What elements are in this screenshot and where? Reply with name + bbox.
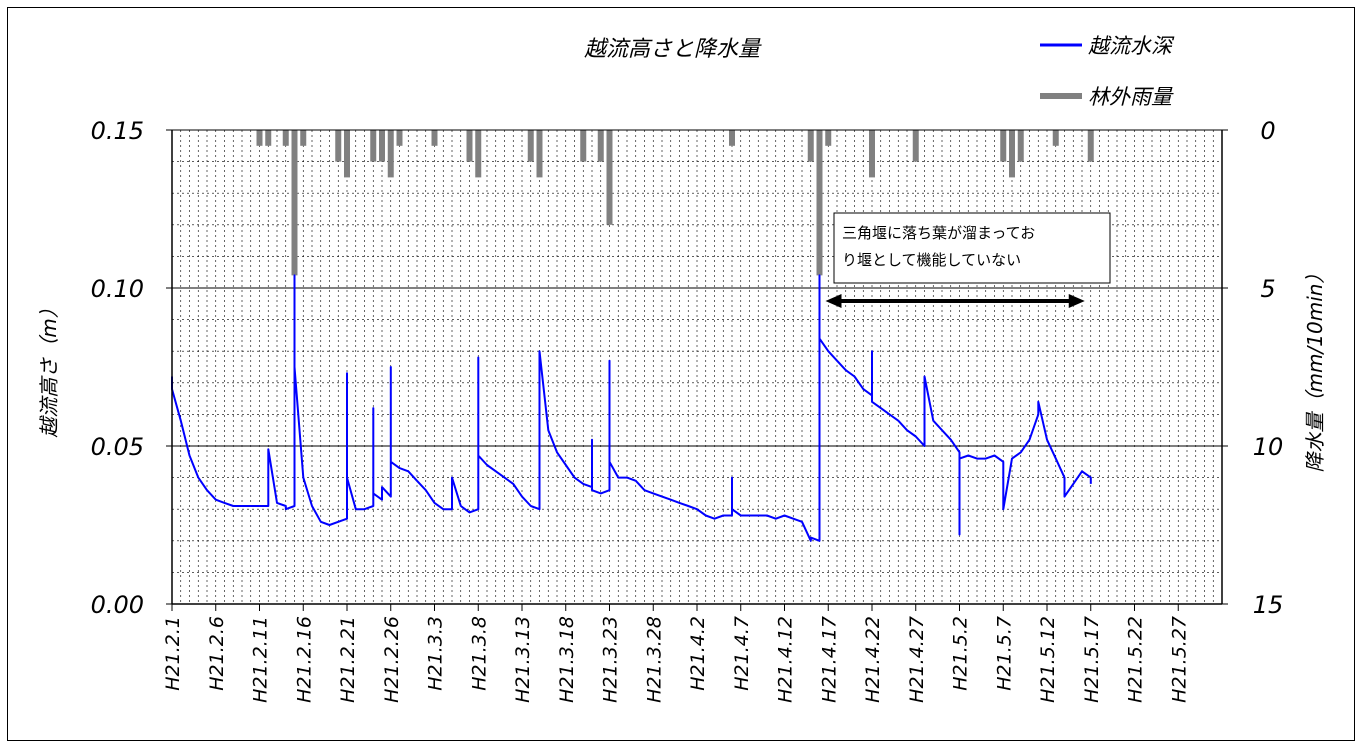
rainfall-bar (580, 130, 587, 162)
rainfall-bar (1087, 130, 1094, 162)
x-tick-label: H21.2.6 (206, 616, 228, 691)
x-tick-label: H21.4.27 (906, 616, 928, 703)
rainfall-bar (1017, 130, 1024, 162)
rainfall-bar (1009, 130, 1015, 178)
left-axis-label: 越流高さ（m） (37, 298, 61, 437)
rainfall-bar (807, 130, 814, 162)
rainfall-bar (1000, 130, 1007, 162)
rainfall-bar (282, 130, 289, 146)
rainfall-bar (912, 130, 919, 162)
overflow-depth-line (171, 274, 1092, 542)
left-axis-ticks: 0.00 0.05 0.10 0.15 (91, 117, 172, 619)
right-axis-ticks: 0 5 10 15 (1222, 117, 1283, 619)
rainfall-bar (431, 130, 438, 146)
x-tick-label: H21.3.18 (556, 616, 578, 703)
annotation-box (833, 212, 1111, 284)
x-tick-label: H21.5.7 (993, 616, 1015, 691)
rainfall-bar (475, 130, 482, 178)
rainfall-bar (606, 130, 613, 225)
x-tick-label: H21.5.22 (1125, 616, 1147, 703)
annotation-arrowhead-left (825, 294, 842, 308)
x-tick-label: H21.5.17 (1081, 616, 1103, 703)
x-tick-label: H21.3.3 (425, 616, 447, 691)
grid (172, 130, 1222, 604)
x-tick-label: H21.3.13 (512, 616, 534, 703)
x-tick-label: H21.4.7 (731, 616, 753, 691)
rainfall-bar (291, 130, 298, 276)
right-axis-label: 降水量（mm/10min） (1303, 264, 1327, 473)
x-tick-label: H21.3.28 (643, 616, 665, 703)
rainfall-bar (370, 130, 377, 162)
x-tick-label: H21.5.27 (1168, 616, 1190, 703)
rainfall-bar (387, 130, 394, 178)
rainfall-bar (256, 130, 263, 146)
x-axis-ticks: H21.2.1 H21.2.6 H21.2.11 H21.2.16 H21.2.21 H2… (162, 604, 1190, 703)
rainfall-bar (265, 130, 272, 146)
right-tick-label: 10 (1253, 433, 1284, 461)
rainfall-bar (466, 130, 473, 162)
x-tick-label: H21.4.12 (775, 616, 797, 703)
legend-label-flow: 越流水深 (1088, 34, 1175, 58)
rainfall-bar (816, 130, 823, 276)
rainfall-bar (300, 130, 307, 146)
x-tick-label: H21.2.11 (250, 616, 272, 703)
rainfall-bar (396, 130, 403, 146)
annotation-line-2: り堰として機能していない (842, 251, 1021, 269)
left-tick-label: 0.00 (91, 591, 144, 619)
rainfall-bar (335, 130, 342, 162)
rainfall-bar (729, 130, 735, 146)
rainfall-bar (379, 130, 385, 162)
rainfall-bar (344, 130, 350, 178)
x-tick-label: H21.2.26 (381, 616, 403, 703)
rainfall-bar (597, 130, 604, 162)
x-tick-label: H21.5.2 (950, 616, 972, 691)
annotation-line-1: 三角堰に落ち葉が溜まってお (842, 224, 1035, 242)
x-tick-label: H21.5.12 (1037, 616, 1059, 703)
x-tick-label: H21.3.23 (600, 616, 622, 703)
right-tick-label: 0 (1260, 117, 1275, 145)
x-tick-label: H21.2.21 (337, 616, 359, 703)
left-tick-label: 0.15 (91, 117, 144, 145)
left-tick-label: 0.05 (91, 433, 144, 461)
x-tick-label: H21.4.22 (862, 616, 884, 703)
x-tick-label: H21.4.17 (818, 616, 840, 703)
rainfall-bar (527, 130, 534, 162)
right-tick-label: 15 (1253, 591, 1284, 619)
x-tick-label: H21.3.8 (468, 616, 490, 691)
x-tick-label: H21.2.1 (162, 616, 184, 691)
chart-title: 越流高さと降水量 (584, 37, 762, 62)
x-tick-label: H21.4.2 (687, 616, 709, 691)
rainfall-bar (1052, 130, 1059, 146)
x-tick-label: H21.2.16 (293, 616, 315, 703)
rainfall-bar (869, 130, 875, 178)
rainfall-series (256, 130, 1094, 276)
legend: 越流水深 林外雨量 (1040, 34, 1175, 109)
annotation: 三角堰に落ち葉が溜まってお り堰として機能していない (825, 212, 1111, 308)
overflow-depth-series (171, 274, 1092, 542)
rainfall-bar (536, 130, 543, 178)
left-tick-label: 0.10 (91, 275, 144, 303)
rainfall-bar (825, 130, 832, 146)
right-tick-label: 5 (1260, 275, 1275, 303)
legend-label-rain: 林外雨量 (1088, 85, 1174, 109)
annotation-arrowhead-right (1068, 294, 1085, 308)
